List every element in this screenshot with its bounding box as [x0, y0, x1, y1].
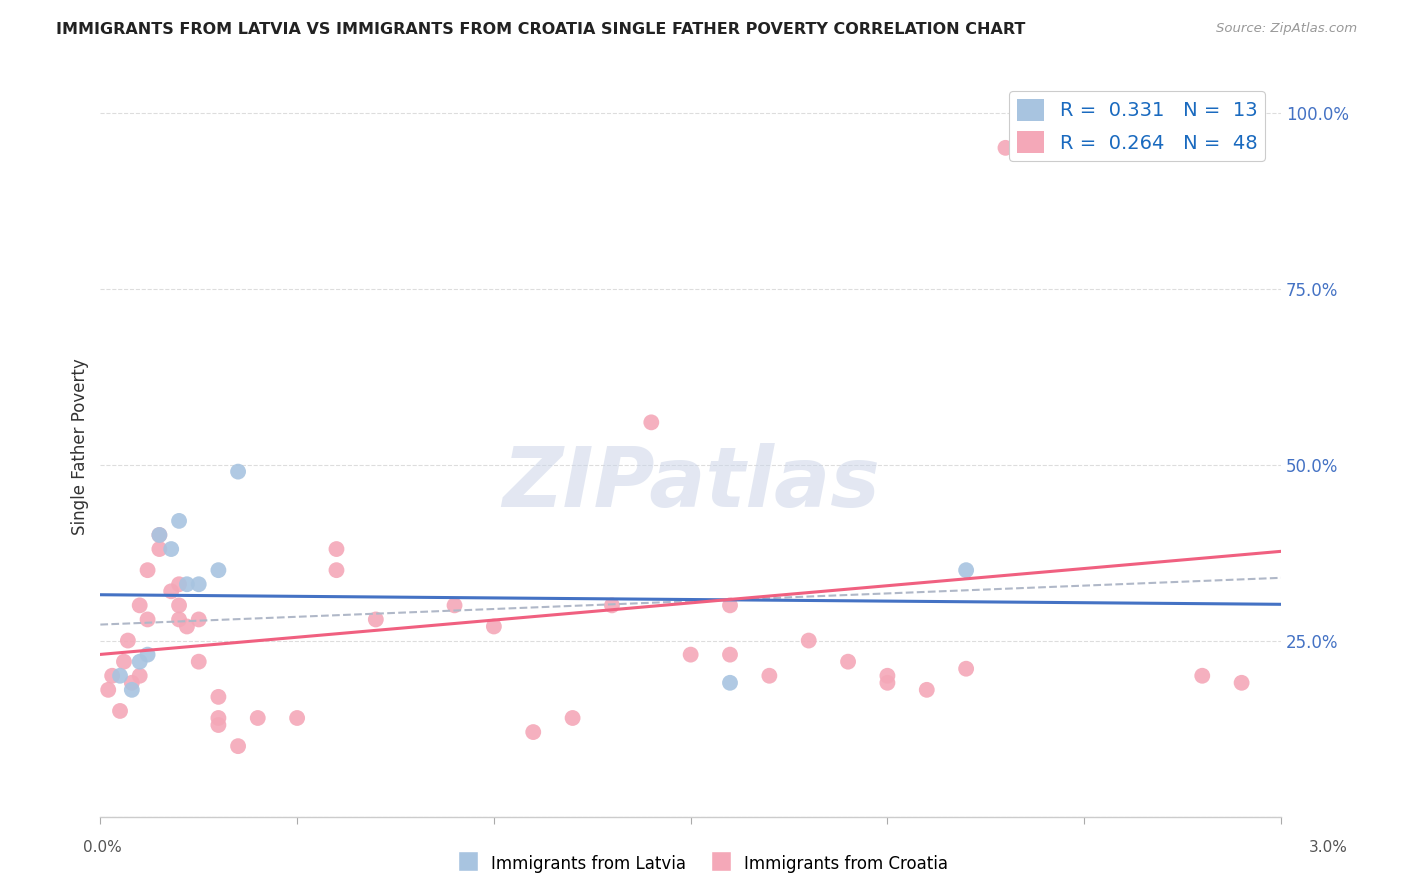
- Point: [187, 612, 209, 626]
- Point: [176, 619, 198, 633]
- Point: [1033, 141, 1056, 155]
- Legend: Immigrants from Latvia, Immigrants from Croatia: Immigrants from Latvia, Immigrants from …: [451, 847, 955, 880]
- Text: IMMIGRANTS FROM LATVIA VS IMMIGRANTS FROM CROATIA SINGLE FATHER POVERTY CORRELAT: IMMIGRANTS FROM LATVIA VS IMMIGRANTS FRO…: [56, 22, 1025, 37]
- Point: [101, 669, 124, 683]
- Point: [136, 612, 159, 626]
- Point: [128, 599, 150, 613]
- Point: [148, 528, 170, 542]
- Legend: R =  0.331   N =  13, R =  0.264   N =  48: R = 0.331 N = 13, R = 0.264 N = 48: [1010, 91, 1265, 161]
- Point: [112, 655, 135, 669]
- Point: [176, 577, 198, 591]
- Point: [128, 655, 150, 669]
- Point: [285, 711, 308, 725]
- Point: [640, 415, 662, 429]
- Text: 3.0%: 3.0%: [1309, 840, 1348, 855]
- Point: [955, 563, 977, 577]
- Point: [160, 542, 183, 557]
- Point: [837, 655, 859, 669]
- Point: [1191, 669, 1213, 683]
- Point: [915, 682, 938, 697]
- Y-axis label: Single Father Poverty: Single Father Poverty: [72, 359, 89, 535]
- Point: [797, 633, 820, 648]
- Point: [148, 542, 170, 557]
- Point: [167, 514, 190, 528]
- Point: [187, 577, 209, 591]
- Point: [718, 675, 741, 690]
- Point: [226, 465, 249, 479]
- Point: [758, 669, 780, 683]
- Point: [876, 669, 898, 683]
- Point: [207, 690, 229, 704]
- Point: [1230, 675, 1253, 690]
- Point: [876, 675, 898, 690]
- Point: [167, 612, 190, 626]
- Point: [148, 528, 170, 542]
- Text: ZIPatlas: ZIPatlas: [502, 443, 880, 524]
- Point: [443, 599, 465, 613]
- Point: [187, 655, 209, 669]
- Point: [226, 739, 249, 753]
- Point: [718, 648, 741, 662]
- Point: [482, 619, 505, 633]
- Point: [121, 675, 143, 690]
- Point: [207, 563, 229, 577]
- Point: [994, 141, 1017, 155]
- Point: [97, 682, 120, 697]
- Point: [325, 542, 347, 557]
- Point: [136, 563, 159, 577]
- Point: [167, 599, 190, 613]
- Point: [679, 648, 702, 662]
- Point: [167, 577, 190, 591]
- Point: [522, 725, 544, 739]
- Point: [128, 669, 150, 683]
- Point: [136, 648, 159, 662]
- Point: [718, 599, 741, 613]
- Point: [600, 599, 623, 613]
- Point: [160, 584, 183, 599]
- Point: [108, 669, 131, 683]
- Point: [207, 711, 229, 725]
- Text: Source: ZipAtlas.com: Source: ZipAtlas.com: [1216, 22, 1357, 36]
- Point: [121, 682, 143, 697]
- Point: [364, 612, 387, 626]
- Point: [955, 662, 977, 676]
- Point: [117, 633, 139, 648]
- Point: [325, 563, 347, 577]
- Text: 0.0%: 0.0%: [83, 840, 122, 855]
- Point: [246, 711, 269, 725]
- Point: [561, 711, 583, 725]
- Point: [207, 718, 229, 732]
- Point: [108, 704, 131, 718]
